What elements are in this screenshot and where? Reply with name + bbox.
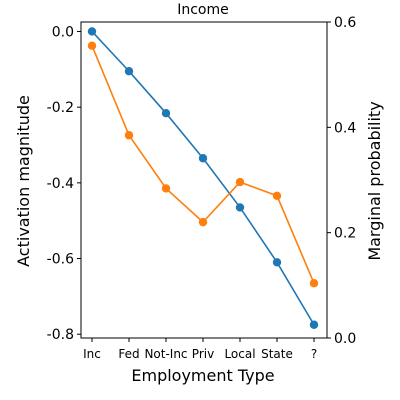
series-0-point-5 (272, 258, 282, 267)
series-0-point-0 (87, 27, 97, 36)
series-1-point-0 (87, 41, 97, 50)
series-0-point-1 (124, 66, 134, 76)
right-y-axis: 0.0 0.2 0.4 0.6 (327, 15, 356, 347)
x-axis-title: Employment Type (131, 366, 274, 385)
series-0-point-6 (309, 320, 319, 329)
left-y-tick-label-3: -0.6 (47, 252, 74, 268)
left-y-axis: 0.0 -0.2 -0.4 -0.6 -0.8 (47, 24, 81, 343)
left-y-tick-label-1: -0.2 (47, 100, 74, 116)
series-1-point-5 (272, 191, 282, 200)
series-1-point-4 (235, 177, 245, 187)
right-y-tick-label-0: 0.0 (334, 331, 356, 347)
x-tick-label-4: Local (224, 347, 255, 361)
series-0-point-4 (235, 203, 245, 212)
series-0-point-2 (161, 109, 171, 118)
right-y-tick-label-3: 0.6 (334, 15, 356, 31)
x-tick-label-5: State (261, 347, 293, 361)
x-tick-label-3: Priv (192, 347, 214, 361)
plot-area-frame (80, 21, 328, 339)
series-1-point-3 (198, 217, 208, 227)
right-y-tick-label-2: 0.4 (334, 120, 356, 136)
x-axis: Inc Fed Not-Inc Priv Local State? (83, 338, 317, 361)
left-y-tick-label-4: -0.8 (47, 327, 74, 343)
left-y-axis-title: Activation magnitude (14, 95, 33, 267)
series-1-point-1 (124, 131, 134, 140)
x-tick-label-0: Inc (83, 347, 101, 361)
series-1-point-6 (309, 279, 319, 288)
left-y-tick-label-0: 0.0 (52, 24, 74, 40)
series-layer (87, 27, 319, 329)
chart-title: Income (177, 2, 229, 18)
right-y-tick-label-1: 0.2 (334, 226, 356, 242)
left-y-tick-label-2: -0.4 (47, 176, 74, 192)
series-0-point-3 (198, 154, 208, 163)
x-tick-label-6: ? (311, 347, 317, 361)
x-tick-label-2: Not-Inc (144, 347, 187, 361)
series-1-point-2 (161, 184, 171, 193)
right-y-axis-title: Marginal probability (365, 101, 384, 260)
x-tick-label-1: Fed (118, 347, 139, 361)
